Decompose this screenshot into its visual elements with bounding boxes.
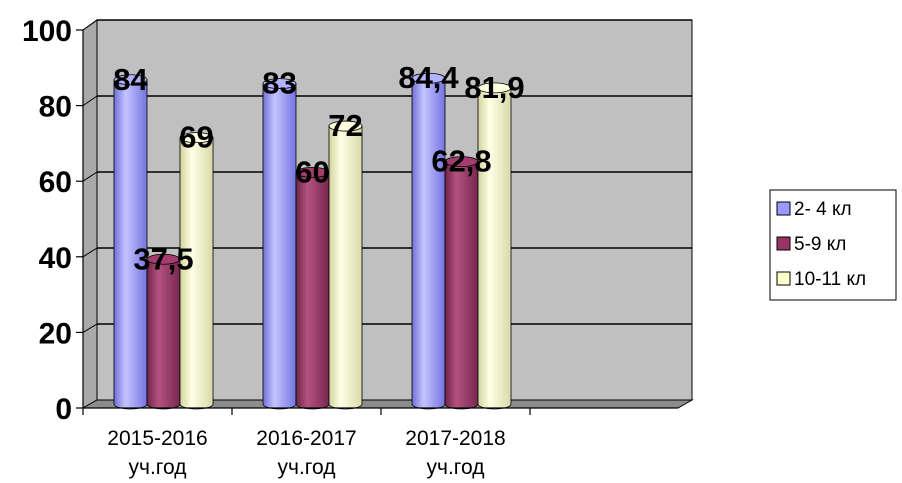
bar: [113, 74, 148, 410]
x-tick-label: уч.год: [129, 456, 187, 479]
data-label: 84: [113, 62, 148, 97]
y-tick-label: 0: [55, 393, 72, 426]
gridline-side: [82, 247, 98, 258]
data-label: 62,8: [431, 144, 491, 179]
legend-item: 5-9 кл: [776, 234, 846, 255]
legend-swatch: [776, 271, 791, 286]
y-tick-label: 60: [39, 166, 72, 199]
bar-body: [444, 161, 479, 410]
gridline-side: [82, 95, 98, 107]
legend-swatch: [776, 236, 791, 251]
bars: [113, 72, 512, 410]
bar: [328, 120, 363, 410]
plot-side-wall: [82, 19, 98, 409]
y-tick-label: 20: [39, 317, 72, 350]
data-label: 72: [328, 108, 362, 143]
bar-body: [146, 258, 181, 410]
gridline-side: [82, 19, 98, 31]
legend-box: [769, 189, 897, 301]
y-tick-label: 40: [39, 242, 72, 275]
bar-body: [179, 137, 214, 410]
bar: [146, 253, 181, 410]
bar: [411, 72, 446, 410]
legend-label: 5-9 кл: [794, 234, 846, 255]
bar-body: [411, 77, 446, 410]
x-tick-label: 2015-2016: [107, 427, 207, 450]
bar-cap: [179, 132, 214, 144]
y-axis-ticks: 0 20 40 60 80 100: [22, 15, 83, 426]
bar: [262, 78, 297, 410]
y-tick-label: 80: [39, 91, 72, 124]
data-label: 81,9: [464, 70, 524, 105]
bar: [295, 166, 330, 410]
data-labels: 84 83 84,4 37,5 60 62,8 69 72 81,9: [113, 60, 524, 276]
bar-body: [295, 172, 330, 410]
bar: [477, 82, 512, 410]
bar-cap: [411, 72, 446, 84]
bar-cap: [113, 74, 148, 86]
x-axis-ticks: 2015-2016 уч.год 2016-2017 уч.год 2017-2018 у…: [82, 408, 531, 479]
data-label: 60: [295, 154, 329, 189]
bar-cap: [262, 78, 297, 90]
legend: 2- 4 кл 5-9 кл 10-11 кл: [769, 189, 897, 301]
bar: [444, 156, 479, 410]
data-label: 37,5: [133, 241, 193, 276]
data-label: 69: [179, 120, 213, 155]
x-tick-label: 2016-2017: [256, 427, 356, 450]
x-tick-label: 2017-2018: [405, 427, 505, 450]
y-tick-label: 100: [22, 15, 72, 48]
legend-swatch: [776, 201, 791, 216]
legend-label: 2- 4 кл: [794, 199, 852, 220]
bar-body: [262, 83, 297, 410]
x-tick-label: уч.год: [278, 456, 336, 479]
legend-item: 2- 4 кл: [776, 199, 852, 220]
gridline-side: [82, 171, 98, 182]
bar-cap: [477, 82, 512, 94]
bar: [179, 132, 214, 410]
gridline-side: [82, 323, 98, 333]
legend-label: 10-11 кл: [794, 269, 866, 290]
bar-body: [477, 87, 512, 410]
bar-cap: [328, 120, 363, 132]
data-label: 83: [262, 66, 296, 101]
bar-body: [328, 125, 363, 410]
legend-item: 10-11 кл: [776, 269, 866, 290]
data-label: 84,4: [398, 60, 459, 95]
x-tick-label: уч.год: [427, 456, 485, 479]
